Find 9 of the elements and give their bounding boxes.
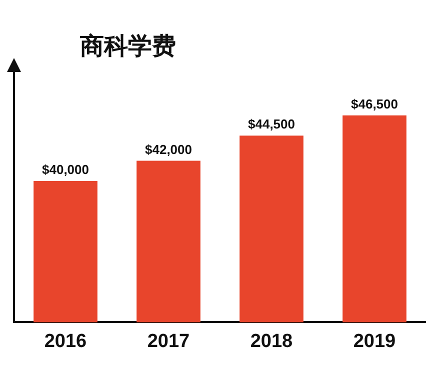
chart-title: 商科学费 — [80, 31, 176, 62]
x-tick-label: 2017 — [147, 330, 190, 352]
data-label: $42,000 — [145, 142, 192, 157]
x-tick-label: 2018 — [250, 330, 293, 352]
data-label: $46,500 — [351, 96, 398, 112]
x-tick-label: 2016 — [44, 330, 87, 352]
x-tick-label: 2019 — [353, 330, 396, 352]
data-label: $40,000 — [42, 162, 89, 178]
data-label: $44,500 — [248, 116, 295, 132]
